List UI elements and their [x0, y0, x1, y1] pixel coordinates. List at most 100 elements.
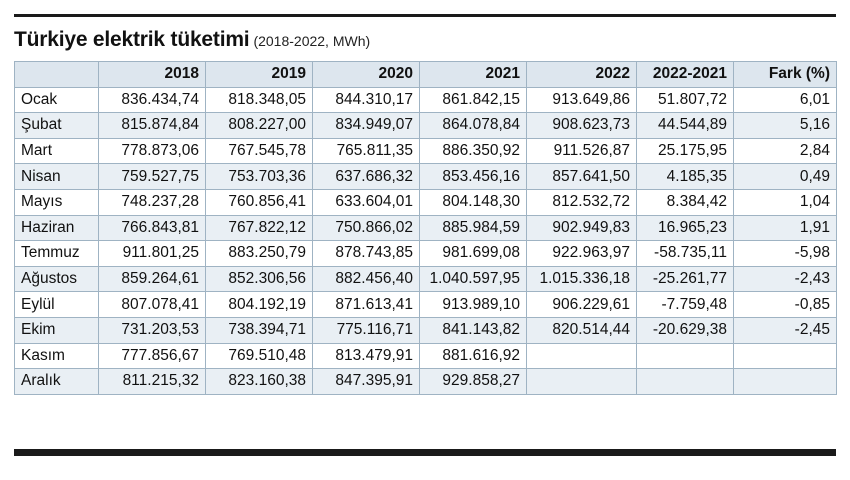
value-2022: [526, 368, 637, 395]
value-2022: [526, 342, 637, 370]
table-row: Şubat 815.874,84 808.227,00 834.949,07 864.0…: [14, 112, 837, 139]
diff-cell: -25.261,77: [636, 265, 734, 293]
header-2020: 2020: [312, 61, 420, 88]
value-2020: 775.116,71: [312, 316, 420, 344]
table-row: Ocak 836.434,74 818.348,05 844.310,17 861.84…: [14, 86, 837, 114]
value-2021: 864.078,84: [419, 112, 527, 139]
header-row: 2018 2019 2020 2021 2022 2022-2021 Fark …: [14, 61, 837, 88]
value-2022: 911.526,87: [526, 137, 637, 165]
value-2019: 883.250,79: [205, 240, 313, 267]
value-2022: 857.641,50: [526, 163, 637, 190]
percent-cell: 5,16: [733, 112, 837, 139]
value-2021: 929.858,27: [419, 368, 527, 395]
bottom-rule: [14, 449, 836, 456]
diff-cell: 16.965,23: [636, 214, 734, 242]
value-2022: 906.229,61: [526, 291, 637, 318]
value-2018: 778.873,06: [98, 137, 206, 165]
value-2021: 861.842,15: [419, 86, 527, 114]
diff-cell: 25.175,95: [636, 137, 734, 165]
month-cell: Haziran: [14, 214, 99, 242]
diff-cell: -7.759,48: [636, 291, 734, 318]
title-main: Türkiye elektrik tüketimi: [14, 28, 250, 51]
diff-cell: 8.384,42: [636, 188, 734, 216]
diff-cell: [636, 368, 734, 395]
diff-cell: 44.544,89: [636, 112, 734, 139]
percent-cell: [733, 368, 837, 395]
table-row: Nisan 759.527,75 753.703,36 637.686,32 853.4…: [14, 163, 837, 190]
value-2018: 731.203,53: [98, 316, 206, 344]
header-2022: 2022: [526, 61, 637, 88]
percent-cell: 1,91: [733, 214, 837, 242]
month-cell: Ocak: [14, 86, 99, 114]
table-row: Temmuz 911.801,25 883.250,79 878.743,85 981.…: [14, 240, 837, 267]
percent-cell: -0,85: [733, 291, 837, 318]
value-2022: 1.015.336,18: [526, 265, 637, 293]
value-2018: 911.801,25: [98, 240, 206, 267]
table-row: Eylül 807.078,41 804.192,19 871.613,41 913.9…: [14, 291, 837, 318]
value-2019: 823.160,38: [205, 368, 313, 395]
percent-cell: 1,04: [733, 188, 837, 216]
table-row: Kasım 777.856,67 769.510,48 813.479,91 881.6…: [14, 342, 837, 370]
month-cell: Eylül: [14, 291, 99, 318]
month-cell: Ekim: [14, 316, 99, 344]
month-cell: Mayıs: [14, 188, 99, 216]
table-row: Aralık 811.215,32 823.160,38 847.395,91 929.…: [14, 368, 837, 395]
value-2020: 637.686,32: [312, 163, 420, 190]
diff-cell: 51.807,72: [636, 86, 734, 114]
header-percent: Fark (%): [733, 61, 837, 88]
value-2018: 766.843,81: [98, 214, 206, 242]
header-2019: 2019: [205, 61, 313, 88]
value-2018: 811.215,32: [98, 368, 206, 395]
percent-cell: 2,84: [733, 137, 837, 165]
value-2022: 908.623,73: [526, 112, 637, 139]
month-cell: Şubat: [14, 112, 99, 139]
value-2018: 815.874,84: [98, 112, 206, 139]
title-subtitle: (2018-2022, MWh): [253, 33, 371, 49]
value-2021: 804.148,30: [419, 188, 527, 216]
value-2018: 836.434,74: [98, 86, 206, 114]
month-cell: Aralık: [14, 368, 99, 395]
value-2021: 1.040.597,95: [419, 265, 527, 293]
value-2018: 777.856,67: [98, 342, 206, 370]
value-2019: 852.306,56: [205, 265, 313, 293]
value-2020: 834.949,07: [312, 112, 420, 139]
value-2018: 759.527,75: [98, 163, 206, 190]
value-2020: 871.613,41: [312, 291, 420, 318]
value-2019: 760.856,41: [205, 188, 313, 216]
table-row: Ekim 731.203,53 738.394,71 775.116,71 841.14…: [14, 316, 837, 344]
value-2018: 748.237,28: [98, 188, 206, 216]
percent-cell: [733, 342, 837, 370]
value-2020: 878.743,85: [312, 240, 420, 267]
table-row: Mart 778.873,06 767.545,78 765.811,35 886.35…: [14, 137, 837, 165]
value-2020: 813.479,91: [312, 342, 420, 370]
diff-cell: 4.185,35: [636, 163, 734, 190]
value-2021: 841.143,82: [419, 316, 527, 344]
value-2019: 738.394,71: [205, 316, 313, 344]
value-2019: 767.545,78: [205, 137, 313, 165]
month-cell: Mart: [14, 137, 99, 165]
month-cell: Temmuz: [14, 240, 99, 267]
value-2022: 913.649,86: [526, 86, 637, 114]
diff-cell: -20.629,38: [636, 316, 734, 344]
value-2021: 981.699,08: [419, 240, 527, 267]
table-row: Ağustos 859.264,61 852.306,56 882.456,40 1.0…: [14, 265, 837, 293]
value-2019: 808.227,00: [205, 112, 313, 139]
value-2022: 812.532,72: [526, 188, 637, 216]
diff-cell: -58.735,11: [636, 240, 734, 267]
header-2018: 2018: [98, 61, 206, 88]
value-2022: 922.963,97: [526, 240, 637, 267]
table-title: Türkiye elektrik tüketimi (2018-2022, MWh…: [14, 28, 370, 52]
value-2020: 750.866,02: [312, 214, 420, 242]
value-2020: 844.310,17: [312, 86, 420, 114]
value-2020: 882.456,40: [312, 265, 420, 293]
value-2018: 859.264,61: [98, 265, 206, 293]
consumption-table: 2018 2019 2020 2021 2022 2022-2021 Fark …: [14, 61, 837, 395]
value-2022: 820.514,44: [526, 316, 637, 344]
diff-cell: [636, 342, 734, 370]
top-rule: [14, 14, 836, 17]
value-2019: 818.348,05: [205, 86, 313, 114]
value-2021: 881.616,92: [419, 342, 527, 370]
value-2019: 804.192,19: [205, 291, 313, 318]
month-cell: Nisan: [14, 163, 99, 190]
percent-cell: 0,49: [733, 163, 837, 190]
